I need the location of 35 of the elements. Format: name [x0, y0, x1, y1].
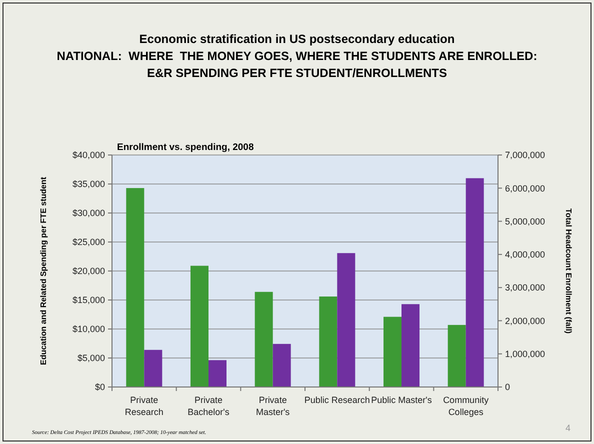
y2-axis-title: Total Headcount Enrollment (fall)	[564, 208, 573, 334]
bar	[144, 350, 162, 387]
x-tick-label: Private Research	[124, 395, 164, 417]
bar	[126, 188, 144, 387]
y-tick-label: $5,000	[77, 353, 105, 364]
y-tick-label: $20,000	[72, 266, 105, 276]
chart-title: Economic stratification in US postsecondary education NATIONAL: WHERE THE MONEY GOES, WHERE THE STUDENTS ARE ENROLLED: E&R SPENDING PER FTE STUDENT/ENROLLMENTS	[56, 32, 538, 80]
y-tick-label: $25,000	[72, 237, 105, 248]
y-tick-label: $10,000	[72, 324, 105, 334]
y-tick-label: $15,000	[72, 295, 105, 306]
x-tick-label: Private Bachelor's	[188, 395, 230, 417]
bar	[208, 360, 226, 387]
y-tick-label: $40,000	[72, 150, 105, 160]
y2-tick-label: 3,000,000	[505, 282, 546, 293]
y2-tick-label: 1,000,000	[505, 349, 546, 360]
text: 4	[565, 423, 571, 433]
y-axis-title: Education and Related Spending per FTE student	[39, 176, 48, 366]
x-tick-label: Community Colleges	[443, 395, 490, 417]
y-tick-label: $35,000	[72, 179, 105, 190]
x-tick-label: Private Master's	[256, 395, 290, 417]
y2-tick-label: 6,000,000	[505, 183, 546, 194]
y2-tick-label: 0	[505, 382, 510, 392]
y2-tick-label: 7,000,000	[505, 150, 546, 160]
bar	[190, 266, 208, 387]
y2-tick-label: 5,000,000	[505, 216, 546, 226]
bar	[254, 292, 273, 387]
y-tick-label: $30,000	[72, 208, 105, 218]
x-tick-label: Public Master's	[371, 395, 432, 405]
y2-tick-label: 4,000,000	[505, 250, 546, 260]
bar	[448, 324, 466, 387]
y2-tick-label: 2,000,000	[505, 316, 546, 326]
x-tick-label: Public Research	[304, 395, 370, 405]
y-tick-label: $0	[94, 382, 105, 392]
chart-subtitle: Enrollment vs. spending, 2008	[117, 142, 254, 153]
bar	[466, 178, 484, 387]
